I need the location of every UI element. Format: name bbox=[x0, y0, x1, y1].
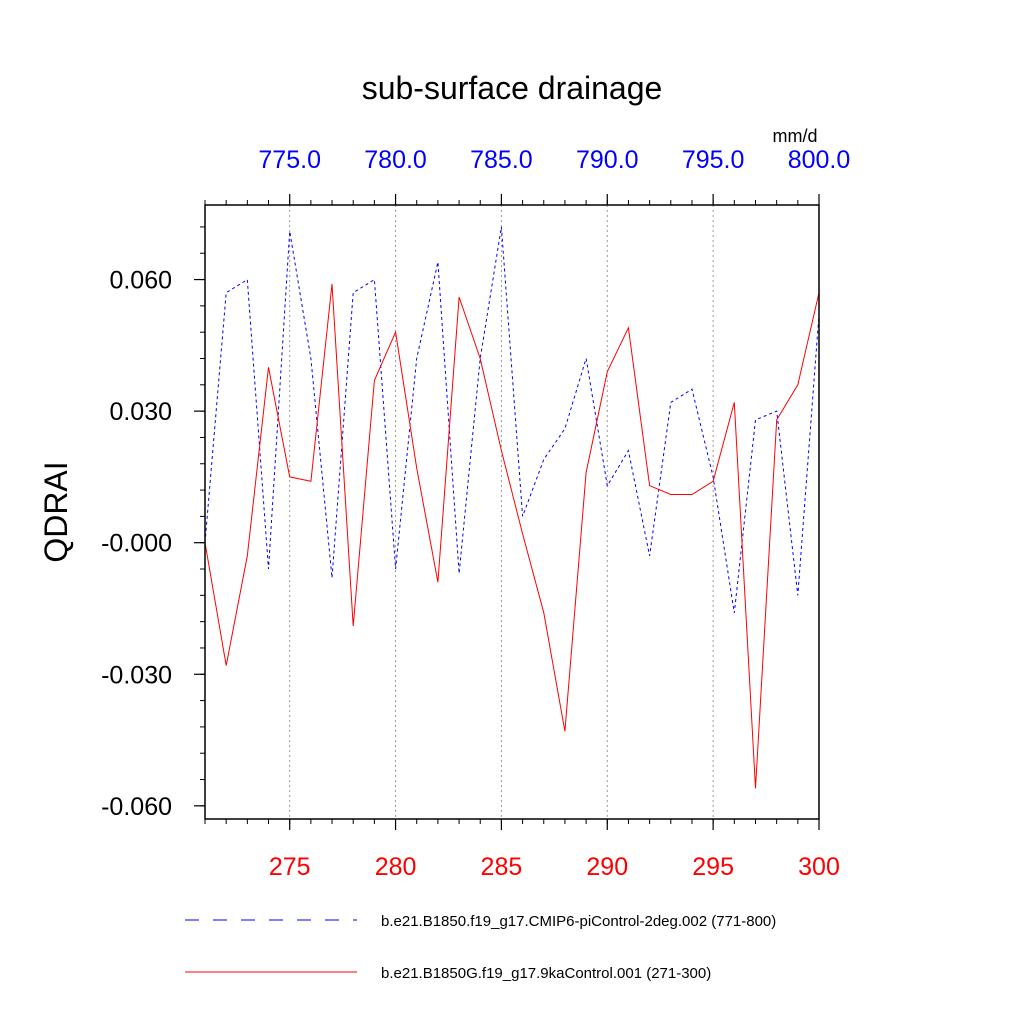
y-tick-label: -0.030 bbox=[101, 661, 172, 689]
top-tick-label: 785.0 bbox=[470, 146, 533, 174]
top-tick-label: 775.0 bbox=[258, 146, 321, 174]
bottom-ticks: 275 280 285 290 295 300 bbox=[269, 819, 840, 881]
legend-label-blue: b.e21.B1850.f19_g17.CMIP6-piControl-2deg… bbox=[381, 913, 776, 930]
y-tick-label: -0.000 bbox=[101, 530, 172, 558]
y-tick-label: 0.060 bbox=[109, 267, 172, 295]
top-tick-label: 790.0 bbox=[576, 146, 639, 174]
bottom-tick-label: 285 bbox=[481, 853, 523, 881]
units-label: mm/d bbox=[773, 126, 818, 146]
legend: b.e21.B1850.f19_g17.CMIP6-piControl-2deg… bbox=[185, 913, 776, 982]
bottom-tick-label: 300 bbox=[798, 853, 840, 881]
top-tick-label: 795.0 bbox=[682, 146, 745, 174]
legend-label-red: b.e21.B1850G.f19_g17.9kaControl.001 (271… bbox=[381, 965, 711, 982]
y-ticks: 0.060 0.030 -0.000 -0.030 -0.060 bbox=[101, 267, 205, 821]
y-tick-label: 0.030 bbox=[109, 398, 172, 426]
series-line-red bbox=[204, 283, 820, 789]
bottom-tick-label: 275 bbox=[269, 853, 311, 881]
y-tick-label: -0.060 bbox=[101, 793, 172, 821]
top-tick-label: 800.0 bbox=[788, 146, 851, 174]
series-layer bbox=[204, 226, 820, 789]
series-line-blue bbox=[204, 226, 820, 613]
plot-frame bbox=[204, 204, 820, 820]
y-axis-label: QDRAI bbox=[38, 461, 74, 562]
bottom-tick-label: 280 bbox=[375, 853, 417, 881]
top-ticks: 775.0 780.0 785.0 790.0 795.0 800.0 bbox=[258, 146, 850, 205]
bottom-tick-label: 295 bbox=[692, 853, 734, 881]
bottom-tick-label: 290 bbox=[586, 853, 628, 881]
minor-ticks bbox=[200, 200, 820, 824]
grid-lines bbox=[289, 205, 714, 819]
chart-title: sub-surface drainage bbox=[362, 70, 663, 106]
top-tick-label: 780.0 bbox=[364, 146, 427, 174]
